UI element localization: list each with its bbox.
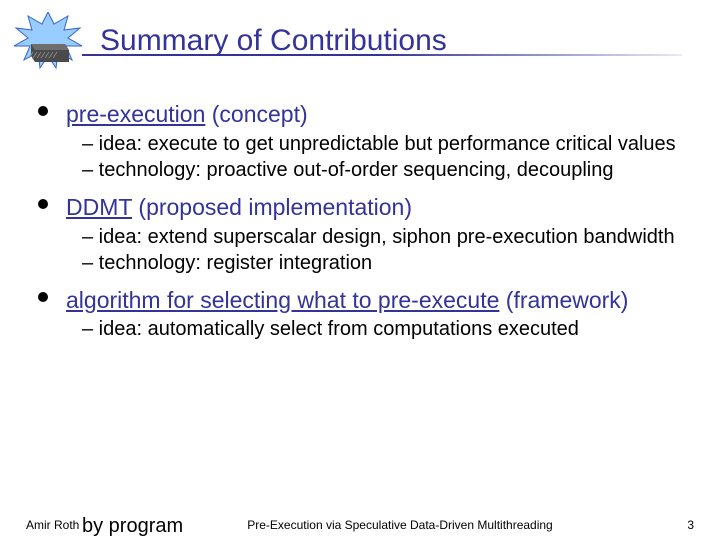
slide-title: Summary of Contributions bbox=[100, 24, 447, 58]
chip-icon bbox=[27, 38, 69, 64]
logo-starburst-chip bbox=[14, 12, 82, 70]
bullet-disc-icon bbox=[38, 292, 48, 302]
footer-page-number: 3 bbox=[654, 518, 694, 532]
bullet-item: pre-execution (concept) – idea: execute … bbox=[38, 100, 692, 183]
slide-content: pre-execution (concept) – idea: execute … bbox=[0, 70, 720, 342]
sub-bullet: – technology: proactive out-of-order seq… bbox=[82, 157, 692, 183]
footer-title: Pre-Execution via Speculative Data-Drive… bbox=[146, 518, 654, 532]
bullet-disc-icon bbox=[38, 106, 48, 116]
sub-bullet: – idea: automatically select from comput… bbox=[82, 316, 692, 342]
sub-bullet: – technology: register integration bbox=[82, 250, 692, 276]
footer-author: Amir Roth bbox=[26, 518, 146, 532]
sub-bullet: – idea: execute to get unpredictable but… bbox=[82, 131, 692, 157]
bullet-item: DDMT (proposed implementation) – idea: e… bbox=[38, 193, 692, 276]
bullet-item: algorithm for selecting what to pre-exec… bbox=[38, 286, 692, 343]
sub-bullet: – idea: extend superscalar design, sipho… bbox=[82, 224, 692, 250]
slide-header: Summary of Contributions bbox=[0, 0, 720, 70]
bullet-label: DDMT (proposed implementation) bbox=[66, 193, 412, 222]
title-underline bbox=[82, 54, 682, 56]
bullet-label: algorithm for selecting what to pre-exec… bbox=[66, 286, 628, 315]
slide-footer: Amir Roth Pre-Execution via Speculative … bbox=[0, 518, 720, 532]
bullet-label: pre-execution (concept) bbox=[66, 100, 308, 129]
bullet-disc-icon bbox=[38, 199, 48, 209]
